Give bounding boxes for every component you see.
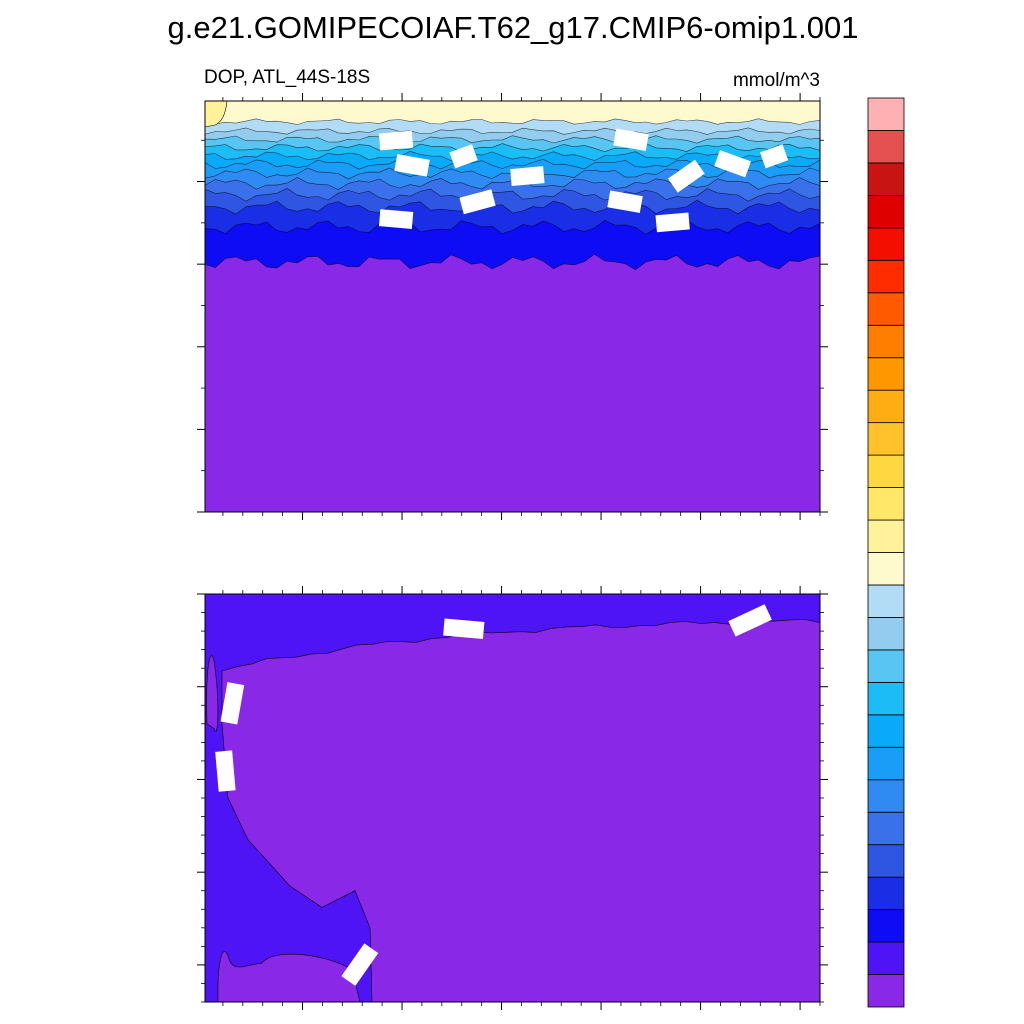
contour-label-box bbox=[728, 604, 772, 637]
colorbar-swatch bbox=[867, 97, 905, 131]
contour-line bbox=[204, 127, 821, 135]
contour-label bbox=[510, 166, 545, 186]
contour-line bbox=[204, 118, 821, 125]
contour-label-box bbox=[341, 943, 379, 986]
contour-label-box bbox=[714, 150, 752, 178]
colorbar-swatch bbox=[867, 844, 905, 878]
high-value-patch bbox=[204, 100, 228, 128]
colorbar bbox=[867, 97, 905, 1008]
contour-label bbox=[443, 618, 485, 639]
colorbar-swatch bbox=[867, 552, 905, 586]
colorbar-swatch bbox=[867, 876, 905, 911]
colorbar-swatch bbox=[867, 617, 905, 651]
colorbar-swatch bbox=[867, 454, 905, 488]
contour-label-box bbox=[667, 159, 705, 193]
colorbar-swatch bbox=[867, 941, 905, 975]
colorbar-swatch bbox=[867, 909, 905, 943]
colorbar-swatch bbox=[867, 681, 905, 716]
colorbar-swatch bbox=[867, 519, 905, 553]
colorbar-swatch bbox=[867, 779, 905, 813]
lower-panel bbox=[197, 586, 828, 1010]
contour-label-box bbox=[459, 189, 496, 215]
colorbar-swatch bbox=[867, 194, 905, 229]
colorbar-swatch bbox=[867, 746, 905, 781]
contour-label bbox=[714, 150, 752, 178]
contour-line bbox=[204, 188, 821, 202]
contour-label-box bbox=[220, 682, 245, 725]
contour-label-box bbox=[394, 154, 430, 177]
chart-title: g.e21.GOMIPECOIAF.T62_g17.CMIP6-omip1.00… bbox=[168, 10, 859, 45]
contour-label bbox=[655, 212, 690, 233]
contour-label bbox=[459, 189, 496, 215]
contour-line bbox=[204, 135, 821, 144]
contour-label-box bbox=[607, 190, 643, 213]
contour-label bbox=[728, 604, 772, 637]
colorbar-swatch bbox=[867, 487, 905, 521]
contour-label bbox=[215, 750, 236, 792]
colorbar-swatch bbox=[867, 130, 905, 164]
colorbar-swatch bbox=[867, 357, 905, 391]
colorbar-swatch bbox=[867, 974, 905, 1008]
colorbar-swatch bbox=[867, 162, 905, 196]
contour-label-box bbox=[378, 130, 414, 151]
variable-label: DOP, ATL_44S-18S bbox=[204, 67, 370, 88]
colorbar-swatch bbox=[867, 422, 905, 456]
contour-line bbox=[204, 150, 821, 161]
zero-patch bbox=[217, 951, 361, 1003]
colorbar-swatch bbox=[867, 811, 905, 846]
colorbar-swatch bbox=[867, 649, 905, 683]
contour-line bbox=[204, 158, 821, 170]
contour-label-box bbox=[759, 144, 789, 169]
contour-label bbox=[449, 144, 478, 169]
upper-plot-frame bbox=[204, 100, 821, 513]
contour-label bbox=[607, 190, 643, 213]
colorbar-swatch bbox=[867, 324, 905, 359]
colorbar-swatch bbox=[867, 714, 905, 748]
contour-label-box bbox=[449, 144, 478, 169]
colorbar-swatch bbox=[867, 292, 905, 326]
contour-label bbox=[341, 943, 379, 986]
colorbar-swatch bbox=[867, 227, 905, 261]
contour-label bbox=[220, 682, 245, 725]
contour-line bbox=[204, 199, 821, 215]
contour-line bbox=[204, 143, 821, 153]
contour-label bbox=[613, 128, 649, 151]
colorbar-swatch bbox=[867, 584, 905, 618]
contour-label-box bbox=[655, 212, 690, 233]
contour-label bbox=[378, 130, 414, 151]
contour-label-box bbox=[443, 618, 485, 639]
contour-label bbox=[378, 209, 414, 229]
contour-label-box bbox=[510, 166, 545, 186]
colorbar-swatch bbox=[867, 389, 905, 424]
contour-line bbox=[204, 253, 821, 271]
contour-band bbox=[205, 101, 820, 125]
contour-line bbox=[204, 219, 821, 235]
contour-label bbox=[759, 144, 789, 169]
upper-panel bbox=[197, 93, 828, 520]
contour-label bbox=[667, 159, 705, 193]
contour-label-box bbox=[215, 750, 236, 792]
zero-region bbox=[221, 619, 821, 1003]
colorbar-swatch bbox=[867, 259, 905, 294]
units-label: mmol/m^3 bbox=[733, 70, 820, 91]
contour-label bbox=[394, 154, 430, 177]
zero-patch bbox=[206, 655, 219, 732]
contour-label-box bbox=[378, 209, 414, 229]
contour-label-box bbox=[613, 128, 649, 151]
